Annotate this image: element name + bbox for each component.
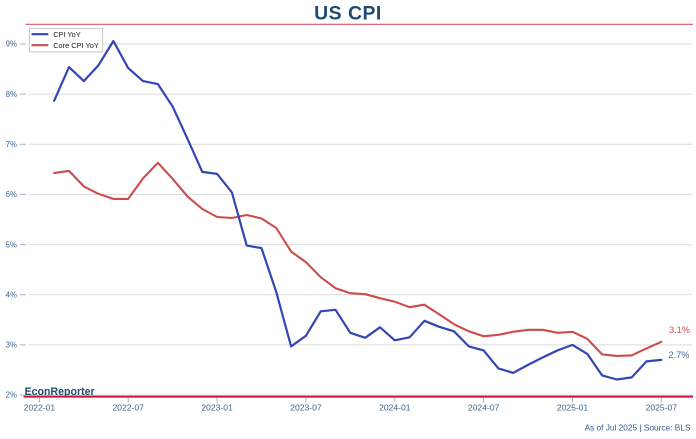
svg-text:EconReporter: EconReporter — [25, 386, 95, 398]
svg-text:2025-01: 2025-01 — [557, 402, 589, 412]
svg-text:7%: 7% — [6, 140, 17, 149]
svg-text:2023-07: 2023-07 — [290, 402, 322, 412]
svg-text:2.7%: 2.7% — [669, 350, 690, 360]
svg-text:3.1%: 3.1% — [669, 325, 690, 335]
svg-text:Core CPI YoY: Core CPI YoY — [53, 41, 99, 50]
svg-text:6%: 6% — [6, 190, 17, 199]
svg-text:As of Jul 2025 | Source: BLS: As of Jul 2025 | Source: BLS — [585, 423, 691, 433]
svg-text:2%: 2% — [6, 391, 17, 400]
svg-text:US CPI: US CPI — [314, 3, 382, 25]
svg-text:2022-01: 2022-01 — [24, 402, 56, 412]
svg-text:2024-07: 2024-07 — [468, 402, 500, 412]
svg-text:2023-01: 2023-01 — [201, 402, 233, 412]
svg-text:CPI YoY: CPI YoY — [53, 30, 81, 39]
svg-text:4%: 4% — [6, 290, 17, 299]
svg-text:2024-01: 2024-01 — [379, 402, 411, 412]
svg-text:8%: 8% — [6, 90, 17, 99]
svg-text:9%: 9% — [6, 40, 17, 49]
svg-text:3%: 3% — [6, 341, 17, 350]
svg-text:5%: 5% — [6, 240, 17, 249]
svg-text:2025-07: 2025-07 — [646, 402, 678, 412]
svg-text:2022-07: 2022-07 — [113, 402, 145, 412]
